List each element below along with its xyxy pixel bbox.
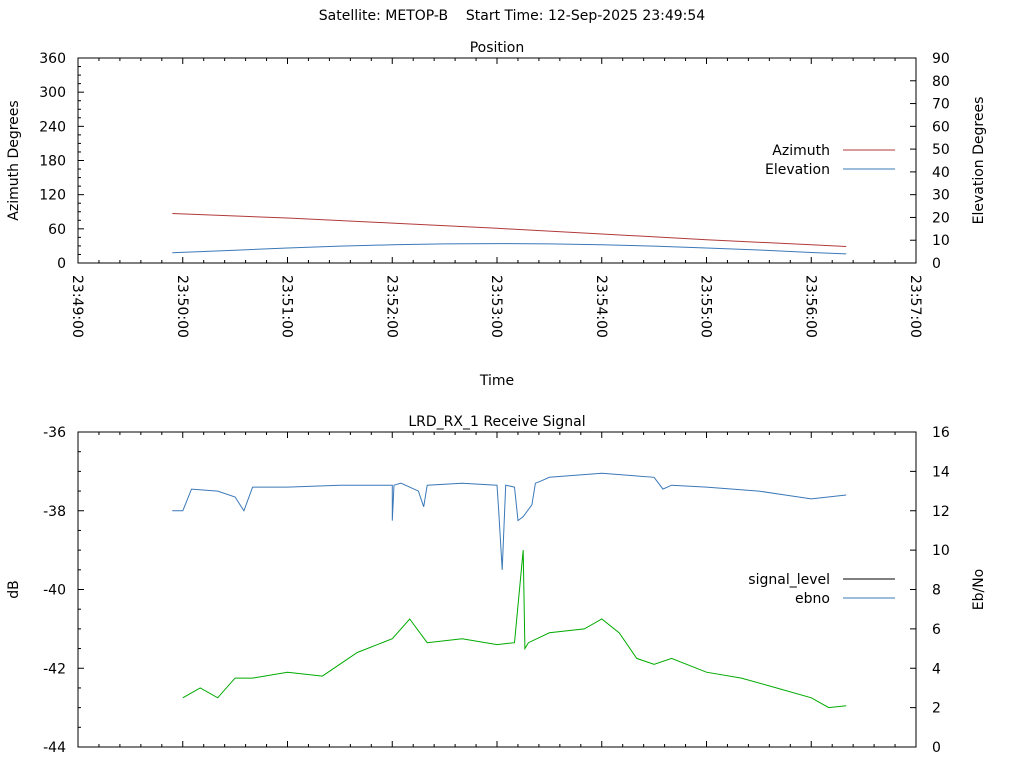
series-line-Azimuth	[172, 213, 847, 247]
y2-tick-label: 40	[932, 165, 950, 181]
plot-frame	[77, 431, 917, 748]
y-tick-label: 300	[39, 85, 66, 101]
y-tick-label: -40	[43, 583, 66, 599]
x-tick-label: 23:56:00	[802, 275, 818, 338]
y2-tick-label: 4	[932, 661, 941, 677]
y2-tick-label: 10	[932, 233, 950, 249]
x-tick-label: 23:49:00	[69, 275, 85, 338]
y-axis-label: dB	[6, 580, 22, 599]
y-tick-label: 120	[39, 188, 66, 204]
x-tick-label: 23:54:00	[593, 275, 609, 338]
legend-label: signal_level	[748, 572, 830, 588]
y2-tick-label: 8	[932, 583, 941, 599]
y-tick-label: 0	[57, 256, 66, 272]
y2-tick-label: 30	[932, 188, 950, 204]
y-tick-label: -42	[43, 661, 66, 677]
y2-tick-label: 90	[932, 51, 950, 67]
y2-tick-label: 10	[932, 543, 950, 559]
y-tick-label: -36	[43, 425, 66, 441]
y2-tick-label: 60	[932, 119, 950, 135]
page-title: Satellite: METOP-B Start Time: 12-Sep-20…	[318, 8, 706, 24]
x-axis-label: Time	[479, 373, 514, 389]
series-line-Elevation	[172, 243, 847, 255]
legend-label: Elevation	[765, 162, 830, 178]
y2-tick-label: 20	[932, 210, 950, 226]
y2-tick-label: 2	[932, 701, 941, 717]
y2-tick-label: 50	[932, 142, 950, 158]
y2-tick-label: 14	[932, 464, 950, 480]
x-tick-label: 23:50:00	[174, 275, 190, 338]
y2-tick-label: 70	[932, 97, 950, 113]
y-tick-label: 360	[39, 51, 66, 67]
y-tick-label: 60	[48, 222, 66, 238]
y2-axis-label: Eb/No	[971, 569, 987, 611]
series-line-series-2	[182, 550, 847, 709]
x-tick-label: 23:51:00	[279, 275, 295, 338]
y-tick-label: -44	[43, 740, 66, 756]
chart-title: Position	[470, 40, 525, 56]
x-tick-label: 23:55:00	[698, 275, 714, 338]
chart-title: LRD_RX_1 Receive Signal	[408, 414, 585, 430]
y2-tick-label: 6	[932, 622, 941, 638]
legend-label: ebno	[795, 591, 830, 607]
plot-frame	[77, 57, 917, 264]
y2-tick-label: 12	[932, 504, 950, 520]
y2-tick-label: 16	[932, 425, 950, 441]
legend-label: Azimuth	[772, 143, 830, 159]
y-tick-label: -38	[43, 504, 66, 520]
y2-tick-label: 80	[932, 74, 950, 90]
x-tick-label: 23:53:00	[488, 275, 504, 338]
series-line-ebno	[172, 472, 847, 570]
y-tick-label: 180	[39, 154, 66, 170]
y-axis-label: Azimuth Degrees	[6, 100, 22, 220]
y2-axis-label: Elevation Degrees	[971, 97, 987, 225]
x-tick-label: 23:57:00	[907, 275, 923, 338]
y2-tick-label: 0	[932, 256, 941, 272]
x-tick-label: 23:52:00	[383, 275, 399, 338]
y2-tick-label: 0	[932, 740, 941, 756]
y-tick-label: 240	[39, 119, 66, 135]
